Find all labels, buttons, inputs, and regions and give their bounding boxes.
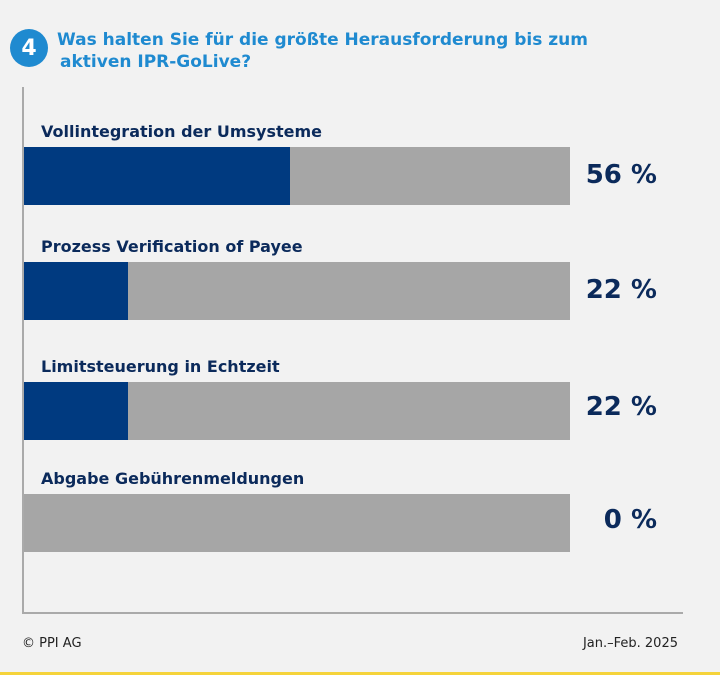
question-number-badge: 4 [10,29,48,67]
value-label-3: 22 % [585,392,657,422]
question-line-2: aktiven IPR-GoLive? [60,52,252,72]
survey-period: Jan.–Feb. 2025 [582,636,678,651]
bar-2 [24,262,128,320]
bar-1 [24,147,290,205]
category-label-1: Vollintegration der Umsysteme [41,122,322,141]
value-label-4: 0 % [603,505,657,535]
y-axis-line [22,87,24,614]
bar-track-4 [24,494,570,552]
bar-track-3 [24,382,570,440]
bottom-accent-line [0,672,720,675]
bar-track-1 [24,147,570,205]
bar-track-2 [24,262,570,320]
category-label-3: Limitsteuerung in Echtzeit [41,357,280,376]
bar-3 [24,382,128,440]
copyright-text: © PPI AG [22,636,82,651]
question-line-1: Was halten Sie für die größte Herausford… [57,30,588,50]
category-label-4: Abgabe Gebührenmeldungen [41,469,305,488]
value-label-2: 22 % [585,275,657,305]
x-axis-line [22,612,683,614]
question-title: Was halten Sie für die größte Herausford… [57,29,617,73]
category-label-2: Prozess Verification of Payee [41,237,303,256]
value-label-1: 56 % [585,160,657,190]
